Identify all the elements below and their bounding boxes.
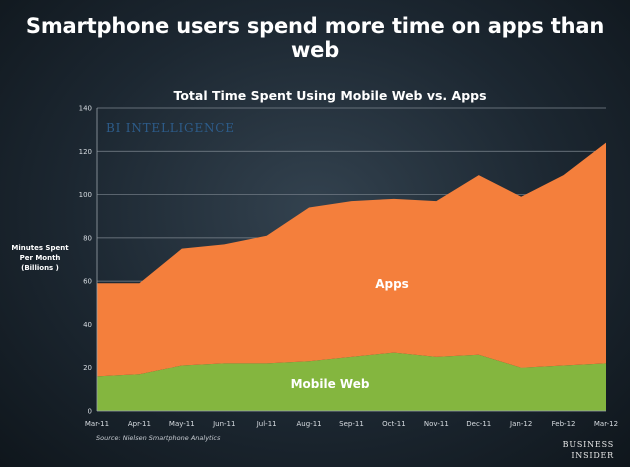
x-tick-label: Jan-12: [509, 420, 532, 428]
x-tick-label: Aug-11: [297, 420, 322, 428]
y-axis-label-line: Minutes Spent: [11, 244, 69, 252]
source-note: Source: Nielsen Smartphone Analytics: [96, 434, 221, 442]
y-axis-label: Minutes Spent Per Month (Billions ): [11, 244, 69, 272]
axes: [96, 108, 606, 412]
y-tick-label: 40: [83, 321, 92, 329]
y-tick-label: 120: [79, 148, 92, 156]
y-tick-labels: 0 20 40 60 80 100 120 140: [79, 105, 92, 416]
area-mobile-web: [97, 352, 606, 411]
business-insider-logo-line1: BUSINESS: [563, 440, 614, 449]
bi-intelligence-watermark: BI INTELLIGENCE: [106, 121, 235, 135]
x-tick-label: Apr-11: [128, 420, 151, 428]
x-tick-label: Dec-11: [466, 420, 491, 428]
series-label-mobile-web: Mobile Web: [291, 377, 370, 391]
x-tick-label: Sep-11: [339, 420, 364, 428]
y-tick-label: 100: [79, 191, 92, 199]
y-axis-label-line: Per Month: [20, 254, 61, 262]
area-series: [97, 142, 606, 411]
x-tick-label: Oct-11: [382, 420, 406, 428]
y-tick-label: 140: [79, 105, 92, 113]
x-tick-label: Nov-11: [424, 420, 449, 428]
chart-title: Total Time Spent Using Mobile Web vs. Ap…: [173, 88, 486, 103]
series-label-apps: Apps: [375, 277, 409, 291]
x-tick-label: Feb-12: [552, 420, 576, 428]
x-tick-labels: Mar-11 Apr-11 May-11 Jun-11 Jul-11 Aug-11 Sep-…: [85, 420, 618, 428]
x-tick-label: Jun-11: [212, 420, 235, 428]
headline: Smartphone users spend more time on apps…: [25, 14, 605, 62]
business-insider-logo-line2: INSIDER: [571, 451, 614, 460]
x-tick-label: Mar-12: [594, 420, 618, 428]
y-tick-label: 60: [83, 278, 92, 286]
y-tick-label: 80: [83, 234, 92, 242]
y-tick-label: 0: [88, 408, 92, 416]
area-apps: [97, 142, 606, 377]
x-tick-label: May-11: [169, 420, 195, 428]
x-tick-label: Mar-11: [85, 420, 109, 428]
y-tick-label: 20: [83, 364, 92, 372]
x-tick-label: Jul-11: [256, 420, 277, 428]
y-axis-label-line: (Billions ): [21, 264, 59, 272]
